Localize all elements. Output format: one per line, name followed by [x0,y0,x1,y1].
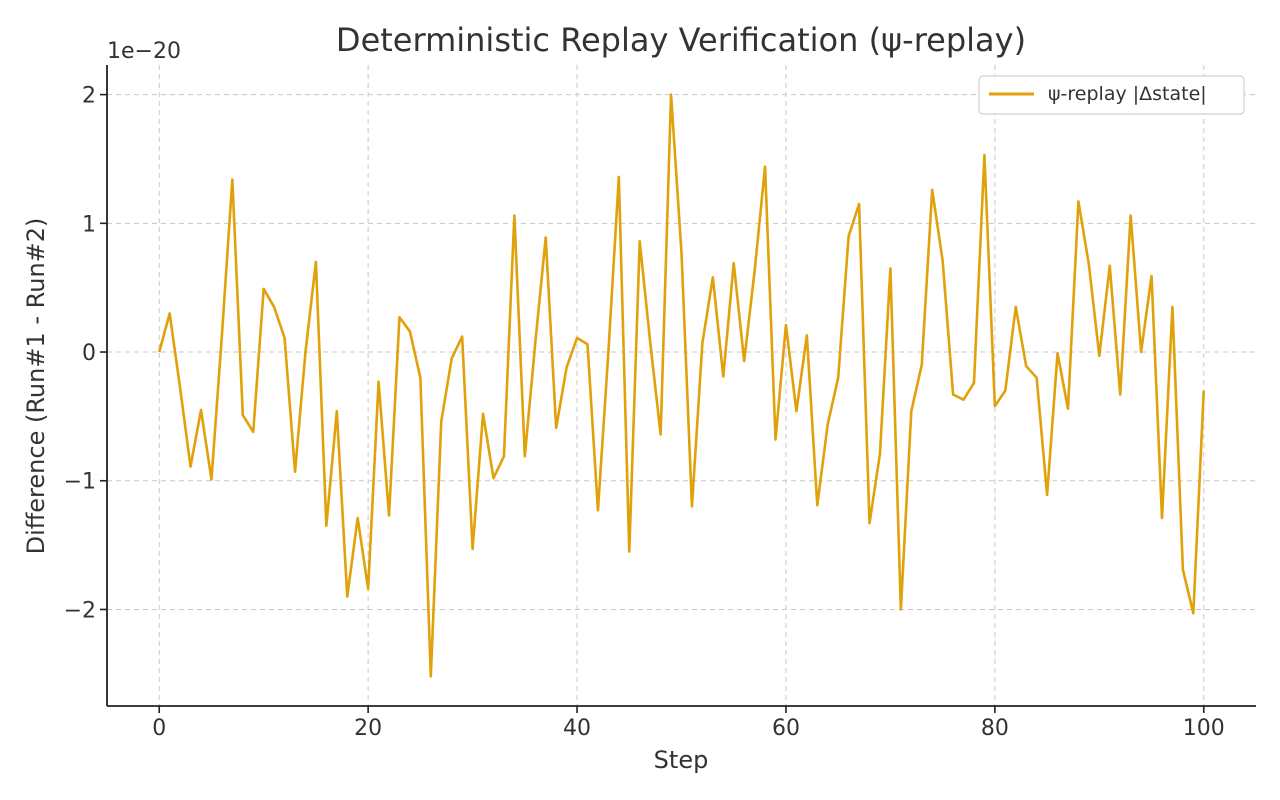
series-line [157,93,1206,678]
x-tick-label: 60 [772,716,800,741]
y-tick-label: −2 [64,598,96,623]
y-tick-label: 1 [82,212,96,237]
y-offset-label: 1e−20 [107,39,181,64]
y-tick-label: 0 [82,341,96,366]
x-ticks: 0 20 40 60 80 100 [152,706,1225,741]
y-axis-label: Difference (Run#1 - Run#2) [22,218,50,555]
x-tick-label: 100 [1183,716,1225,741]
x-axis-label: Step [654,746,709,774]
x-tick-label: 20 [354,716,382,741]
y-ticks: −2 −1 0 1 2 [64,84,107,623]
y-tick-label: 2 [82,84,96,109]
y-tick-label: −1 [64,470,96,495]
series-layer [157,93,1206,678]
x-tick-label: 0 [152,716,166,741]
chart-title: Deterministic Replay Verification (ψ-rep… [336,21,1026,59]
x-tick-label: 40 [563,716,591,741]
x-tick-label: 80 [981,716,1009,741]
legend-label: ψ-replay |Δstate| [1048,83,1207,105]
axes [106,65,1256,707]
legend-frame [978,75,1245,115]
legend: ψ-replay |Δstate| [978,75,1245,115]
grid [107,65,1256,706]
